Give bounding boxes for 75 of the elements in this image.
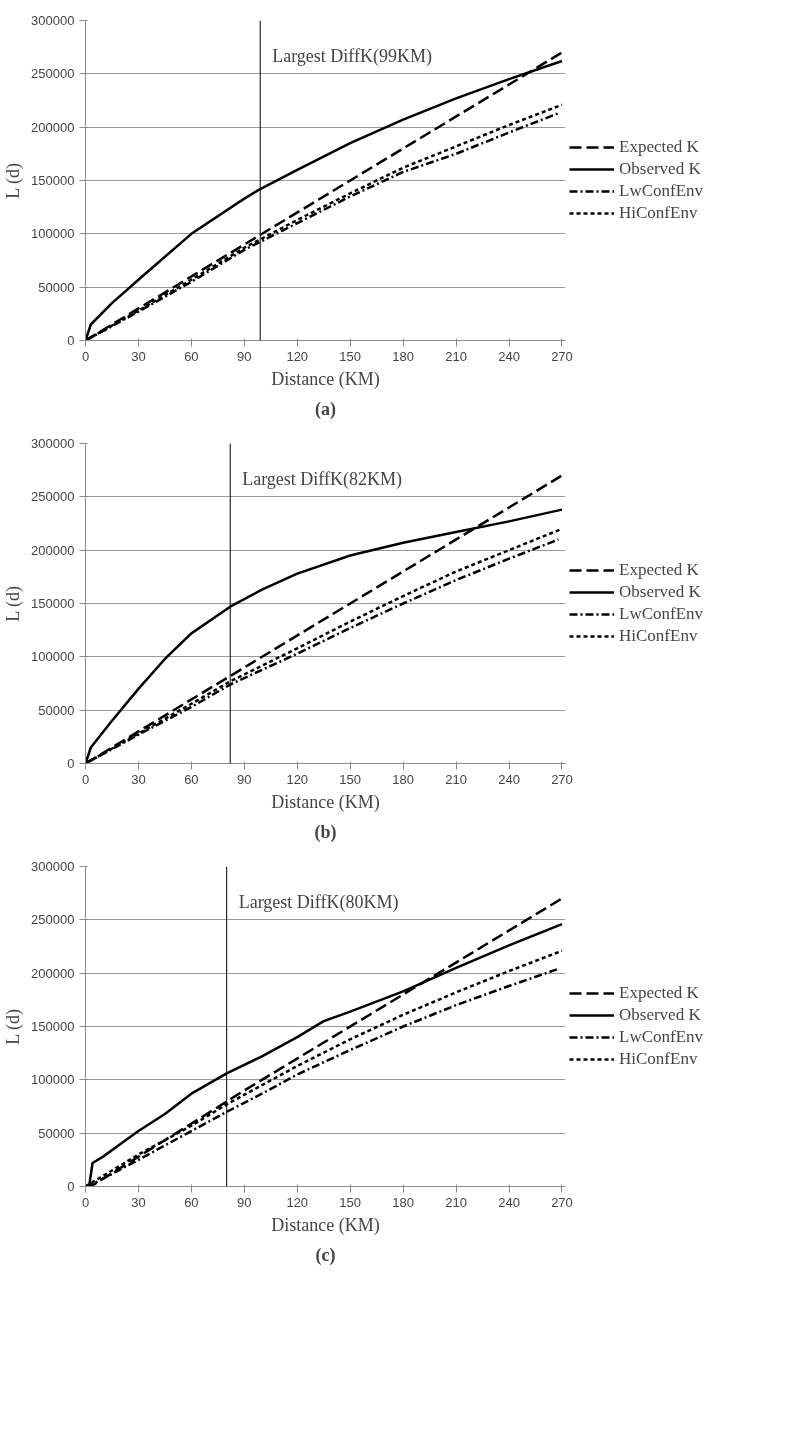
legend-label: HiConfEnv bbox=[619, 203, 698, 223]
legend-label: Observed K bbox=[619, 159, 701, 179]
y-axis-title: L (d) bbox=[3, 1008, 25, 1045]
text: (b) bbox=[314, 821, 337, 843]
text: (c) bbox=[315, 1244, 336, 1266]
x-tick-label: 90 bbox=[237, 1194, 252, 1210]
x-tick-label: 180 bbox=[392, 771, 415, 787]
x-tick-label: 210 bbox=[445, 348, 467, 364]
x-tick-label: 240 bbox=[498, 348, 520, 364]
y-axis-title: L (d) bbox=[3, 162, 25, 199]
x-tick-label: 240 bbox=[498, 1194, 520, 1210]
x-axis-title: Distance (KM) bbox=[271, 368, 380, 390]
x-tick-label: 60 bbox=[184, 1194, 199, 1210]
x-tick-label: 120 bbox=[286, 348, 309, 364]
x-tick-label: 180 bbox=[392, 1194, 415, 1210]
y-tick-label: 300000 bbox=[31, 436, 75, 451]
legend-label: Expected K bbox=[619, 560, 699, 580]
x-tick-label: 120 bbox=[286, 771, 309, 787]
ref-line-label: Largest DiffK(80KM) bbox=[238, 891, 399, 913]
x-tick-label: 30 bbox=[131, 771, 146, 787]
y-tick-label: 50000 bbox=[38, 279, 75, 295]
x-tick-label: 150 bbox=[339, 348, 362, 364]
x-tick-label: 270 bbox=[551, 348, 573, 364]
ref-line-label: Largest DiffK(99KM) bbox=[272, 45, 433, 67]
ref-line-label: Largest DiffK(82KM) bbox=[242, 468, 403, 490]
x-tick-label: 30 bbox=[131, 348, 146, 364]
legend-label: Observed K bbox=[619, 1005, 701, 1025]
x-tick-label: 270 bbox=[551, 1194, 573, 1210]
y-tick-label: 100000 bbox=[31, 1072, 75, 1088]
x-tick-label: 0 bbox=[81, 771, 90, 787]
legend-label: Expected K bbox=[619, 983, 699, 1003]
y-tick-label: 200000 bbox=[31, 965, 75, 981]
y-tick-label: 0 bbox=[67, 1179, 75, 1194]
legend-label: Observed K bbox=[619, 582, 701, 602]
y-tick-label: 50000 bbox=[38, 1125, 75, 1141]
x-tick-label: 30 bbox=[131, 1194, 146, 1210]
x-tick-label: 270 bbox=[551, 771, 573, 787]
y-tick-label: 250000 bbox=[31, 66, 75, 82]
y-tick-label: 100000 bbox=[31, 226, 75, 242]
y-tick-label: 200000 bbox=[31, 542, 75, 558]
x-tick-label: 180 bbox=[392, 348, 415, 364]
legend-label: HiConfEnv bbox=[619, 1049, 698, 1069]
y-tick-label: 250000 bbox=[31, 489, 75, 505]
legend-label: HiConfEnv bbox=[619, 626, 698, 646]
x-tick-label: 120 bbox=[286, 1194, 309, 1210]
x-tick-label: 60 bbox=[184, 771, 199, 787]
legend-label: LwConfEnv bbox=[619, 604, 704, 624]
x-tick-label: 0 bbox=[81, 1194, 90, 1210]
x-axis-title: Distance (KM) bbox=[271, 1214, 380, 1236]
x-tick-label: 0 bbox=[81, 348, 90, 364]
x-tick-label: 150 bbox=[339, 771, 362, 787]
y-axis-title: L (d) bbox=[3, 585, 25, 622]
y-tick-label: 0 bbox=[67, 333, 75, 348]
legend-label: LwConfEnv bbox=[619, 1027, 704, 1047]
y-tick-label: 150000 bbox=[31, 596, 75, 611]
legend-label: LwConfEnv bbox=[619, 181, 704, 201]
x-tick-label: 90 bbox=[237, 348, 252, 364]
x-tick-label: 60 bbox=[184, 348, 199, 364]
y-tick-label: 0 bbox=[67, 756, 75, 771]
y-tick-label: 150000 bbox=[31, 173, 75, 188]
y-tick-label: 200000 bbox=[31, 119, 75, 135]
y-tick-label: 250000 bbox=[31, 912, 75, 928]
x-axis-title: Distance (KM) bbox=[271, 791, 380, 813]
x-tick-label: 150 bbox=[339, 1194, 362, 1210]
y-tick-label: 50000 bbox=[38, 702, 75, 718]
x-tick-label: 90 bbox=[237, 771, 252, 787]
x-tick-label: 240 bbox=[498, 771, 520, 787]
x-tick-label: 210 bbox=[445, 1194, 467, 1210]
x-tick-label: 210 bbox=[445, 771, 467, 787]
y-tick-label: 150000 bbox=[31, 1019, 75, 1034]
text: (a) bbox=[315, 398, 337, 420]
y-tick-label: 300000 bbox=[31, 13, 75, 28]
legend-label: Expected K bbox=[619, 137, 699, 157]
y-tick-label: 100000 bbox=[31, 649, 75, 665]
y-tick-label: 300000 bbox=[31, 859, 75, 874]
